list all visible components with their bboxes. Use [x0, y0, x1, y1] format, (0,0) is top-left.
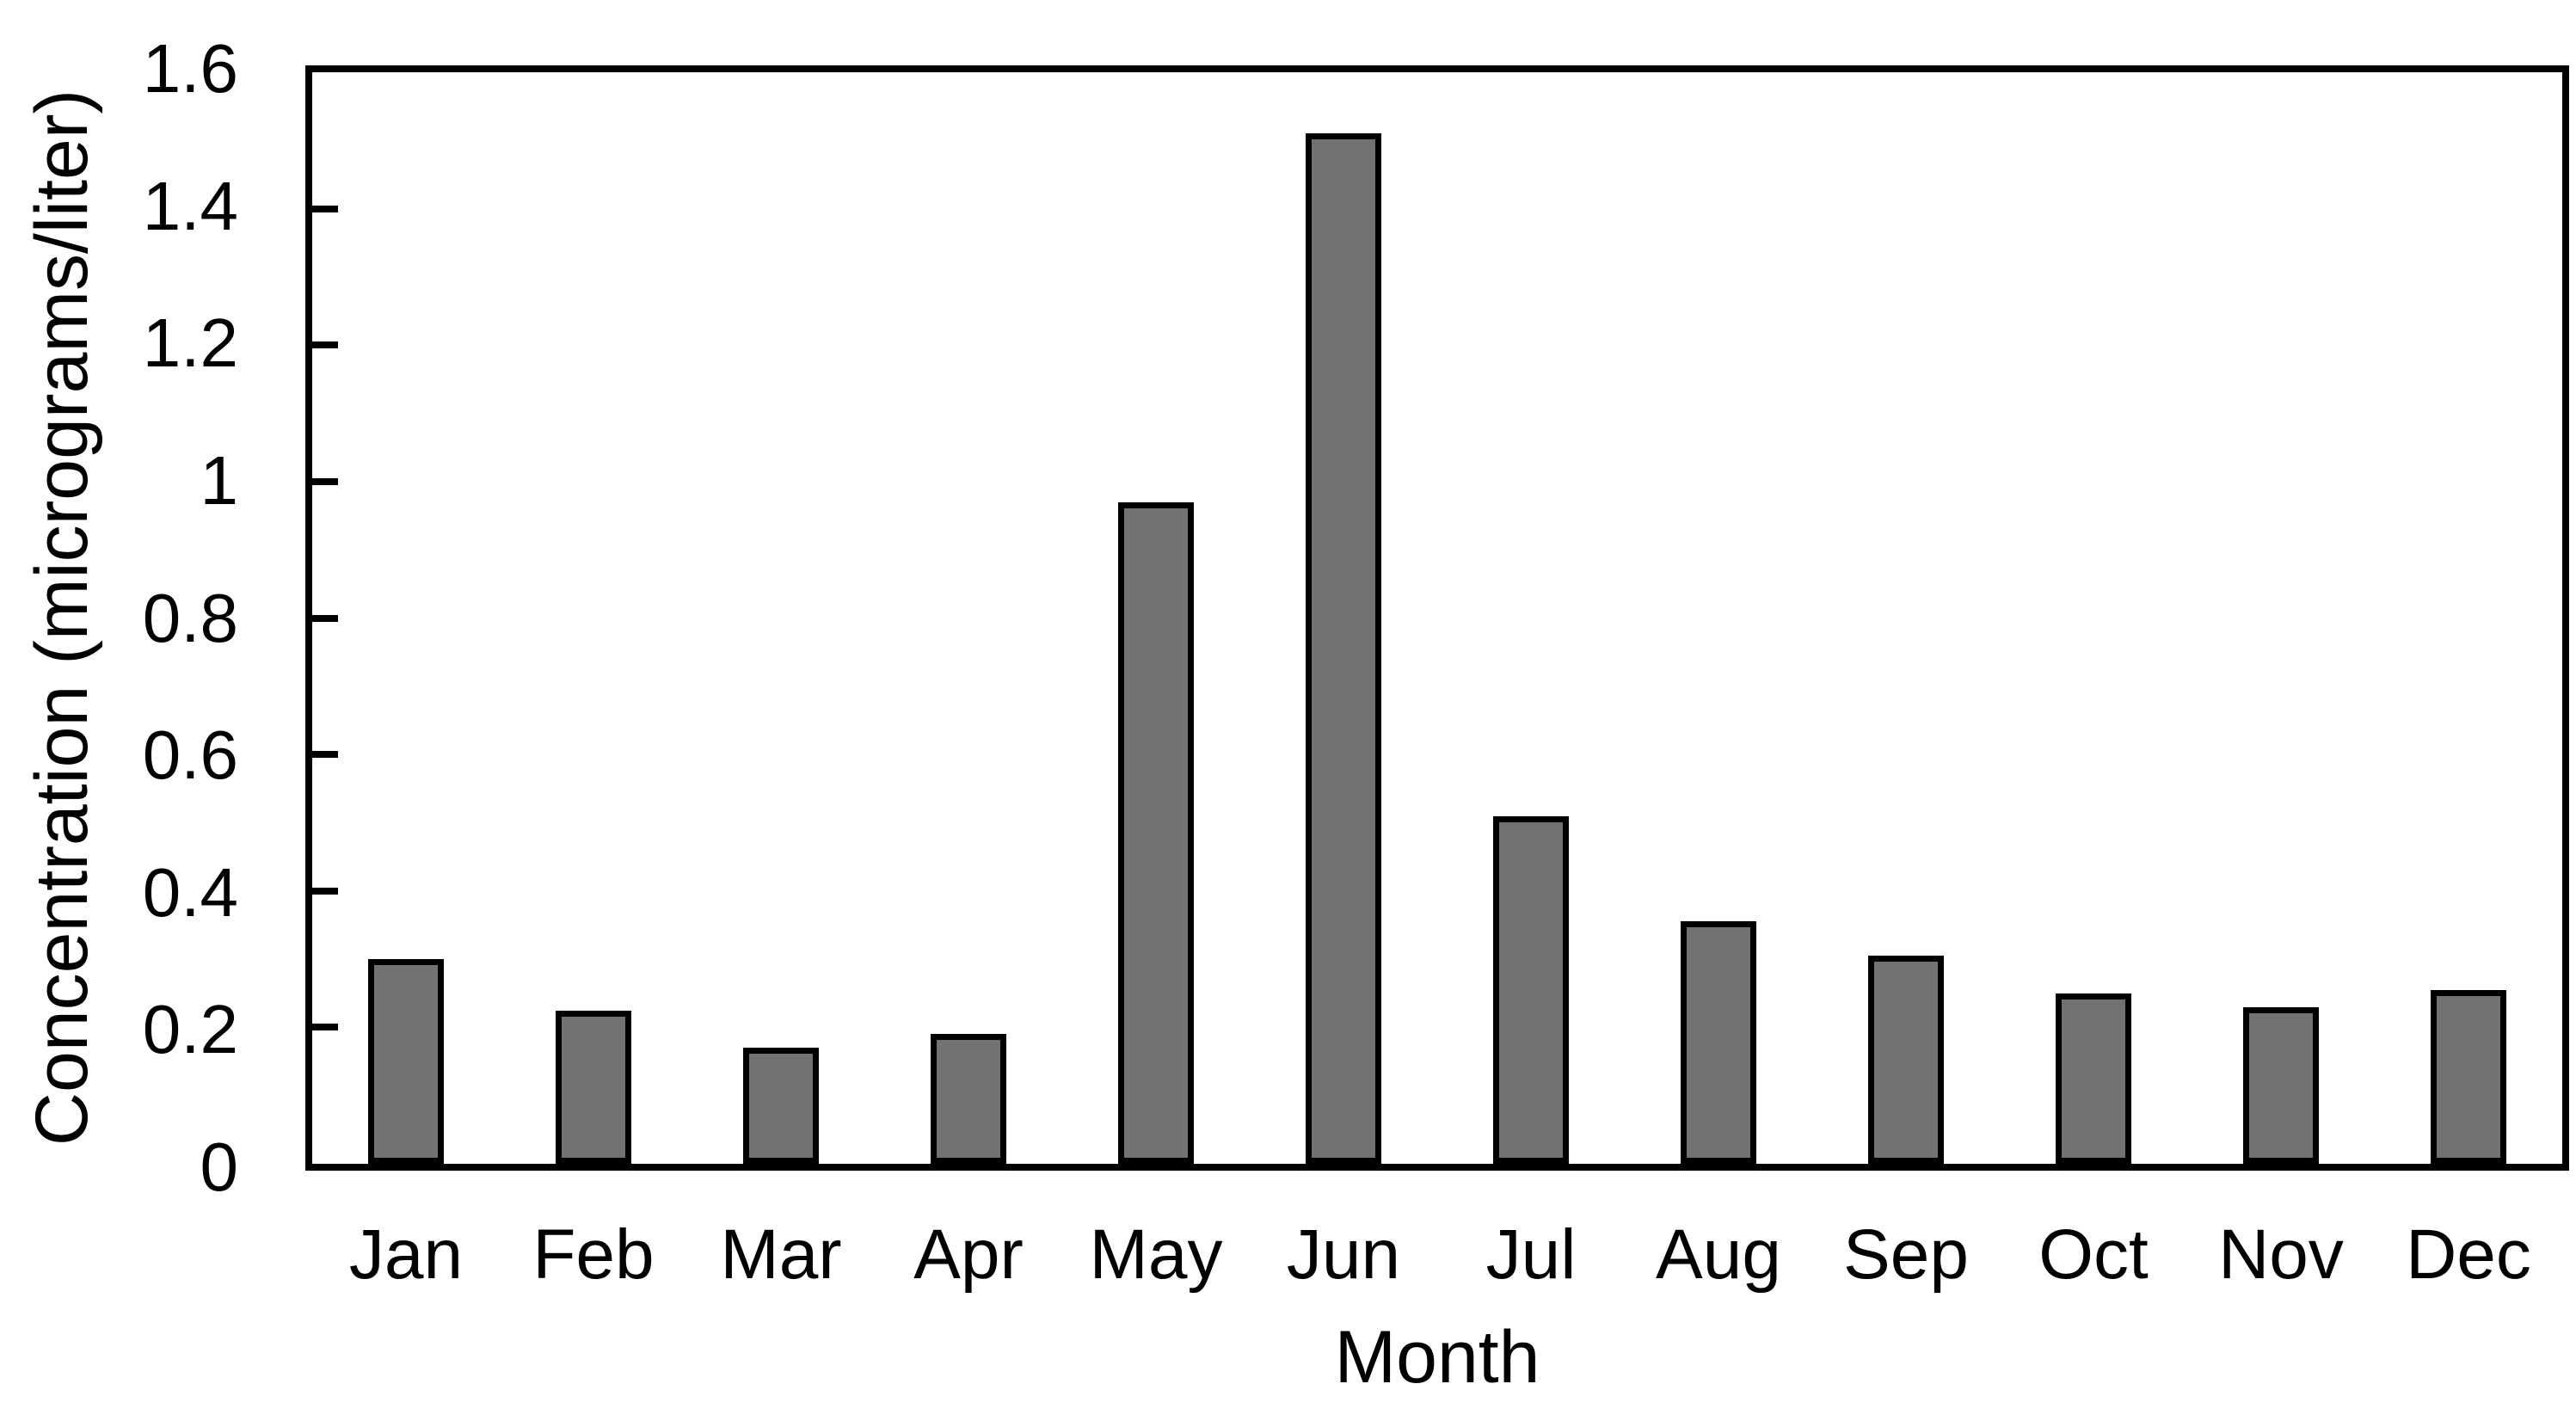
- y-tick-label-1.4: 1.4: [142, 167, 238, 244]
- x-axis-tick-labels: Jan Feb Mar Apr May Jun Jul Aug Sep Oct Nov Dec: [312, 1209, 2562, 1301]
- x-tick-label-aug: Aug: [1656, 1215, 1781, 1294]
- bar-jun: [1306, 133, 1381, 1164]
- x-tick-label-jul: Jul: [1485, 1215, 1577, 1294]
- plot-area: [305, 65, 2569, 1171]
- bar-oct: [2056, 993, 2131, 1164]
- bar-feb: [556, 1010, 631, 1164]
- y-tick-mark-0.8: [312, 614, 338, 622]
- x-tick-label-jun: Jun: [1286, 1215, 1401, 1294]
- x-tick-label-apr: Apr: [913, 1215, 1024, 1294]
- x-tick-label-mar: Mar: [720, 1215, 842, 1294]
- x-tick-label-nov: Nov: [2218, 1215, 2344, 1294]
- y-tick-mark-0.4: [312, 887, 338, 895]
- bar-mar: [743, 1048, 819, 1164]
- x-tick-label-sep: Sep: [1843, 1215, 1969, 1294]
- x-axis-title: Month: [1334, 1316, 1540, 1399]
- bar-dec: [2431, 989, 2506, 1164]
- bar-apr: [931, 1034, 1006, 1164]
- y-tick-label-0.8: 0.8: [142, 579, 238, 656]
- y-tick-label-0.6: 0.6: [142, 717, 238, 794]
- x-tick-label-feb: Feb: [532, 1215, 655, 1294]
- y-tick-mark-0.6: [312, 751, 338, 759]
- y-tick-label-1.6: 1.6: [142, 30, 238, 107]
- bar-jul: [1493, 815, 1569, 1164]
- y-axis-tick-labels: 0 0.2 0.4 0.6 0.8 1 1.2 1.4 1.6: [0, 31, 239, 1205]
- y-tick-mark-1: [312, 477, 338, 485]
- bar-jan: [368, 959, 444, 1164]
- bar-may: [1118, 501, 1194, 1164]
- x-tick-label-oct: Oct: [2038, 1215, 2149, 1294]
- x-tick-label-jan: Jan: [348, 1215, 464, 1294]
- x-tick-label-may: May: [1089, 1215, 1223, 1294]
- x-tick-label-dec: Dec: [2406, 1215, 2531, 1294]
- y-tick-label-0: 0: [200, 1129, 239, 1205]
- y-tick-mark-0.2: [312, 1024, 338, 1031]
- y-tick-mark-1.4: [312, 205, 338, 212]
- y-tick-label-0.4: 0.4: [142, 853, 238, 931]
- y-tick-mark-1.2: [312, 341, 338, 349]
- y-tick-label-0.2: 0.2: [142, 991, 238, 1068]
- y-tick-label-1.2: 1.2: [142, 304, 238, 382]
- bar-nov: [2243, 1006, 2319, 1164]
- y-tick-label-1: 1: [200, 441, 239, 519]
- bar-aug: [1681, 921, 1756, 1164]
- bar-sep: [1868, 956, 1944, 1164]
